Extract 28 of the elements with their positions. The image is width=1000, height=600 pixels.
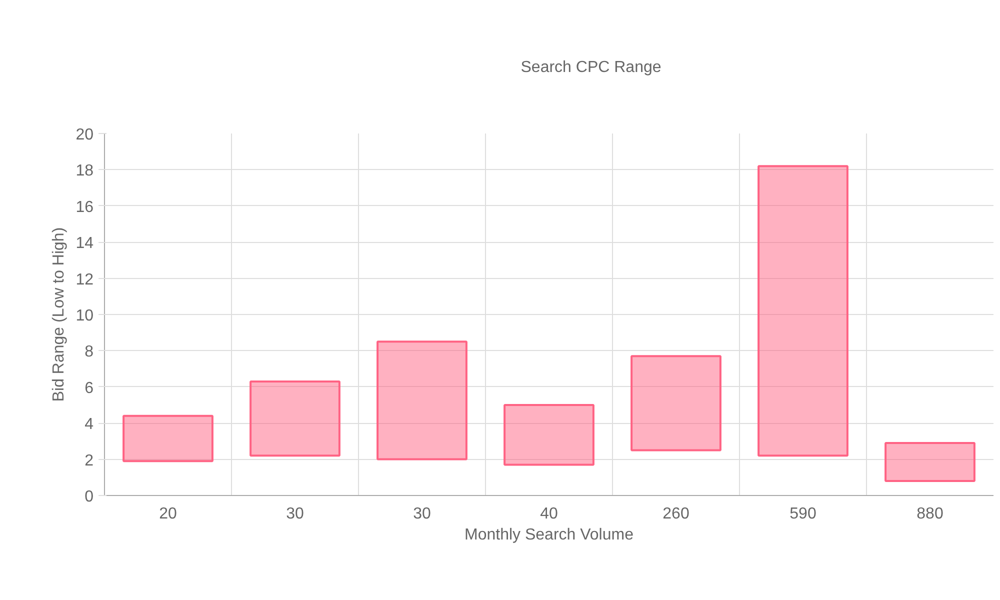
x-tick-label: 30 (413, 506, 431, 522)
y-tick-label: 10 (76, 308, 94, 324)
y-tick-label: 12 (76, 271, 94, 288)
y-tick-label: 0 (84, 488, 94, 506)
y-tick-label: 16 (76, 198, 94, 216)
x-tick-label: 260 (662, 506, 690, 522)
text: Search CPC Range (520, 59, 662, 77)
x-tick-label: 880 (916, 506, 944, 522)
y-tick-label: 6 (84, 380, 94, 397)
y-tick-label: 2 (84, 452, 94, 470)
x-tick-label: 20 (159, 506, 177, 522)
bar (122, 414, 214, 462)
y-tick-label: 20 (76, 126, 94, 144)
bar (758, 165, 848, 457)
y-tick-label: 4 (84, 416, 94, 434)
x-axis-title: Monthly Search Volume (464, 526, 634, 544)
y-tick-label: 18 (76, 162, 94, 180)
bar (250, 380, 340, 457)
y-tick-label: 14 (76, 235, 94, 252)
bar (504, 404, 594, 466)
y-axis-title: Bid Range (Low to High) (50, 227, 68, 402)
bar (376, 340, 468, 460)
x-tick-label: 590 (790, 506, 816, 522)
x-tick-label: 40 (540, 506, 558, 522)
x-tick-label: 30 (286, 506, 304, 522)
bar (884, 442, 976, 482)
y-tick-label: 8 (84, 344, 94, 361)
bar (630, 355, 722, 452)
